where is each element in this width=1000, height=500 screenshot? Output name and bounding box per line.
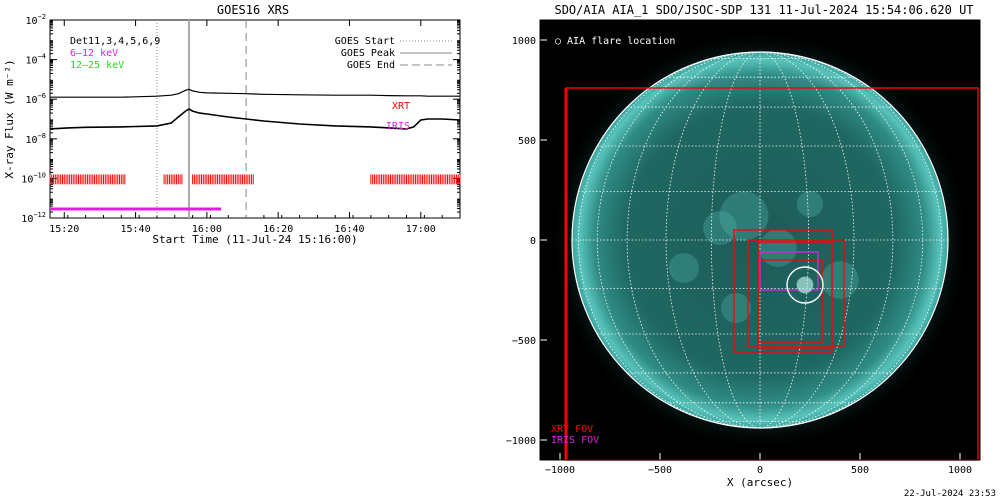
solar-active-region	[720, 292, 752, 324]
goes-plot-frame	[49, 19, 461, 219]
aia-y-tick-label: 500	[518, 136, 536, 147]
goes-marker-legend-entry: GOES Peak	[341, 48, 395, 59]
longitude-grid-line	[710, 51, 761, 429]
solar-active-region	[796, 190, 824, 218]
aia-x-tick-label: 500	[851, 465, 869, 476]
goes-x-tick-label: 16:20	[263, 224, 293, 235]
aia-y-tick-label: 0	[530, 236, 536, 247]
goes-y-tick-label: 10−4	[26, 53, 46, 67]
goes-y-tick-label: 10−10	[21, 171, 46, 185]
aia-x-tick-label: −500	[648, 465, 672, 476]
aia-y-tick-label: 1000	[512, 36, 536, 47]
xrs-short-series	[49, 108, 461, 130]
generation-timestamp: 22-Jul-2024 23:53	[904, 489, 996, 499]
goes-chart-title: GOES16 XRS	[217, 3, 289, 17]
aia-image-panel: SDO/AIA AIA_1 SDO/JSOC-SDP 131 11-Jul-20…	[506, 3, 996, 499]
goes-legend-entry: 6–12 keV	[70, 48, 118, 59]
goes-x-tick-label: 17:00	[406, 224, 436, 235]
solar-active-region	[703, 211, 737, 245]
flare-bright-core	[796, 276, 814, 294]
xrt-fov-box	[757, 259, 823, 343]
xrt-fov-box	[747, 239, 845, 347]
longitude-grid-line	[578, 51, 761, 429]
goes-plot-marks: 15:20 15:40 16:00 16:20 16:40 17:00 10−12 10−10…	[21, 13, 461, 235]
goes-marker-legend-entry: GOES Start	[335, 36, 395, 47]
goes-x-tick-label: 16:00	[192, 224, 222, 235]
goes-x-tick-label: 16:40	[334, 224, 364, 235]
goes-x-tick-label: 15:40	[121, 224, 151, 235]
aia-y-tick-label: −1000	[506, 436, 536, 447]
longitude-grid-line	[759, 51, 894, 429]
longitude-grid-line	[759, 51, 942, 429]
goes-legend-entry: Det11,3,4,5,6,9	[70, 36, 160, 47]
goes-y-tick-label: 10−6	[26, 92, 46, 106]
xrt-instrument-label: XRT	[392, 101, 410, 112]
aia-x-tick-label: 1000	[948, 465, 972, 476]
longitude-grid-line	[665, 51, 761, 429]
xrt-fov-label: XRT FOV	[551, 424, 593, 435]
goes-y-tick-label: 10−8	[26, 132, 46, 146]
solar-active-region	[821, 261, 859, 299]
longitude-grid-line	[759, 51, 855, 429]
xrs-long-series	[50, 88, 460, 98]
aia-x-tick-label: −1000	[545, 465, 575, 476]
goes-marker-legend-entry: GOES End	[347, 60, 395, 71]
goes-y-tick-label: 10−12	[21, 211, 46, 225]
aia-y-tick-label: −500	[512, 336, 536, 347]
aia-flare-legend: ○ AIA flare location	[555, 36, 675, 47]
goes-x-axis-label: Start Time (11-Jul-24 15:16:00)	[152, 233, 357, 246]
iris-instrument-label: IRIS	[386, 121, 410, 132]
aia-x-tick-label: 0	[757, 465, 763, 476]
solar-active-region	[719, 191, 769, 241]
aia-image-frame	[539, 19, 981, 461]
aia-x-axis-label: X (arcsec)	[727, 476, 793, 489]
iris-fov-label: IRIS FOV	[551, 435, 599, 446]
iris-fov-box	[759, 251, 819, 291]
goes-y-axis-label: X-ray Flux (W m⁻²)	[3, 59, 16, 178]
solar-active-region	[668, 252, 700, 284]
goes-legend-entry: 12–25 keV	[70, 60, 124, 71]
longitude-grid-line	[626, 51, 761, 429]
flare-location-circle	[786, 266, 824, 304]
solar-limb	[571, 51, 949, 429]
goes-y-tick-label: 10−2	[26, 13, 46, 27]
aia-image-title: SDO/AIA AIA_1 SDO/JSOC-SDP 131 11-Jul-20…	[554, 3, 973, 17]
goes-xrs-panel: GOES16 XRS 15:20 15:40 16:00 16:20 16:40 17:0…	[3, 3, 461, 246]
goes-x-tick-label: 15:20	[49, 224, 79, 235]
solar-active-region	[759, 229, 797, 267]
longitude-grid-line	[759, 51, 810, 429]
